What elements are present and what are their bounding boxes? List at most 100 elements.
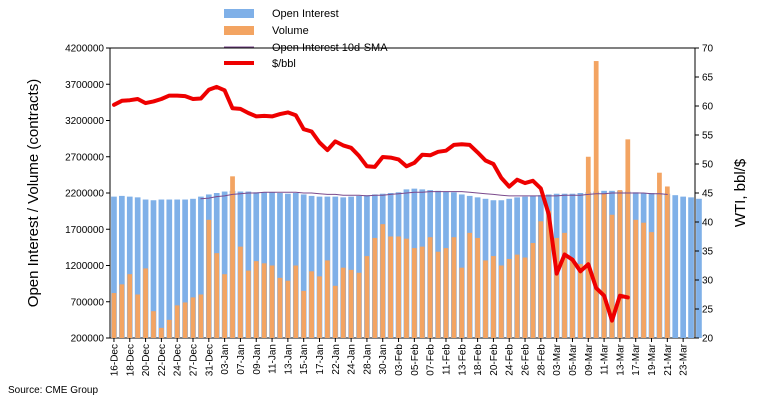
left-tick-label: 3700000	[65, 80, 104, 91]
volume-bar	[570, 258, 575, 338]
volume-bar	[657, 172, 662, 338]
volume-bar	[427, 237, 433, 338]
x-tick-label: 23-Mar	[679, 343, 690, 375]
x-tick-label: 20-Dec	[141, 344, 152, 376]
open-interest-bar	[221, 191, 228, 338]
volume-bar	[364, 256, 370, 338]
legend-label-open-interest: Open Interest	[272, 8, 339, 20]
volume-bar	[617, 190, 623, 338]
volume-bar	[348, 269, 354, 338]
right-tick-label: 40	[702, 218, 714, 229]
right-tick-label: 30	[702, 276, 714, 287]
x-tick-label: 11-Jan	[268, 344, 279, 374]
x-tick-label: 22-Dec	[157, 344, 168, 376]
x-tick-label: 18-Feb	[473, 344, 484, 376]
volume-bar	[325, 260, 330, 338]
x-tick-label: 17-Jan	[315, 344, 326, 375]
volume-bar	[127, 274, 133, 338]
volume-bar	[111, 293, 117, 338]
right-tick-label: 55	[702, 131, 714, 142]
x-tick-label: 11-Feb	[442, 344, 453, 375]
open-interest-bar	[672, 195, 679, 338]
x-tick-label: 15-Jan	[299, 344, 310, 375]
open-interest-bar	[285, 193, 291, 338]
legend-swatch-volume	[224, 26, 254, 35]
x-tick-label: 31-Dec	[204, 344, 215, 376]
volume-bar	[396, 236, 401, 338]
open-interest-bar	[198, 196, 204, 338]
left-tick-label: 1700000	[65, 225, 104, 236]
volume-bar	[664, 186, 670, 338]
volume-bar	[285, 280, 291, 338]
open-interest-bar	[174, 199, 181, 338]
x-tick-label: 03-Jan	[220, 344, 231, 375]
right-tick-label: 60	[702, 102, 714, 113]
right-tick-label: 70	[702, 44, 714, 55]
left-tick-label: 700000	[71, 297, 105, 308]
legend-label-volume: Volume	[272, 25, 309, 37]
line-series	[112, 84, 668, 323]
volume-bar	[340, 267, 346, 338]
x-tick-label: 17-Mar	[631, 343, 642, 375]
open-interest-bar	[158, 199, 165, 338]
right-tick-label: 25	[702, 305, 714, 316]
x-tick-label: 09-Mar	[584, 343, 595, 375]
x-tick-label: 11-Mar	[600, 343, 611, 375]
volume-bar	[435, 251, 441, 338]
open-interest-bar	[680, 196, 686, 338]
x-tick-label: 07-Jan	[236, 344, 247, 375]
volume-bar	[372, 237, 378, 338]
volume-bar	[562, 232, 567, 338]
x-tick-label: 03-Feb	[394, 344, 405, 376]
legend-swatch-open-interest	[224, 9, 254, 18]
left-tick-label: 2700000	[65, 152, 104, 163]
open-interest-bar	[696, 198, 702, 338]
x-tick-label: 24-Dec	[173, 344, 184, 376]
x-tick-label: 03-Mar	[552, 343, 563, 375]
volume-bar	[119, 284, 125, 338]
volume-bar	[277, 277, 283, 338]
x-tick-label: 13-Mar	[615, 343, 626, 375]
volume-bar	[159, 327, 164, 338]
volume-bar	[309, 271, 314, 338]
x-axis-ticks: 16-Dec 18-Dec 20-Dec 22-Dec 24-Dec 27-Dec 31-D…	[110, 338, 690, 376]
open-interest-bar	[111, 196, 117, 338]
right-tick-label: 20	[702, 334, 714, 345]
open-interest-bar	[150, 200, 157, 338]
volume-bar	[411, 248, 417, 338]
volume-bar	[182, 302, 188, 338]
left-tick-label: 2200000	[65, 189, 104, 200]
x-tick-label: 30-Jan	[378, 344, 389, 375]
right-tick-label: 65	[702, 73, 714, 84]
volume-bar	[135, 294, 141, 338]
source-note: Source: CME Group	[8, 385, 98, 396]
volume-bar	[388, 236, 394, 338]
x-tick-label: 28-Jan	[362, 344, 373, 375]
volume-bar	[253, 261, 259, 338]
x-tick-label: 13-Jan	[283, 344, 294, 375]
volume-bar	[356, 272, 362, 338]
volume-bar	[230, 176, 235, 338]
open-interest-bar	[308, 195, 315, 338]
right-tick-label: 35	[702, 247, 714, 258]
volume-bar	[404, 238, 409, 338]
volume-bar	[649, 232, 654, 338]
x-tick-label: 27-Dec	[189, 344, 200, 376]
volume-bars	[111, 61, 670, 339]
open-interest-bar	[190, 198, 196, 338]
right-axis-title: WTI, bbl/$	[732, 158, 749, 227]
x-tick-label: 24-Jan	[347, 344, 358, 375]
open-interest-bar	[269, 192, 275, 338]
volume-bar	[174, 305, 180, 338]
x-tick-label: 21-Mar	[663, 343, 674, 375]
open-interest-bar	[688, 197, 694, 338]
volume-bar	[641, 222, 646, 338]
legend-label-oi-sma: Open Interest 10d-SMA	[272, 42, 388, 54]
open-interest-bar	[316, 196, 323, 338]
volume-bar	[151, 311, 156, 338]
x-tick-label: 20-Feb	[489, 344, 500, 376]
volume-bar	[538, 221, 544, 338]
left-axis-ticks: 200000 700000 1200000 1700000 2200000 2700000…	[65, 44, 110, 345]
volume-bar	[190, 297, 196, 338]
volume-bar	[222, 274, 227, 338]
